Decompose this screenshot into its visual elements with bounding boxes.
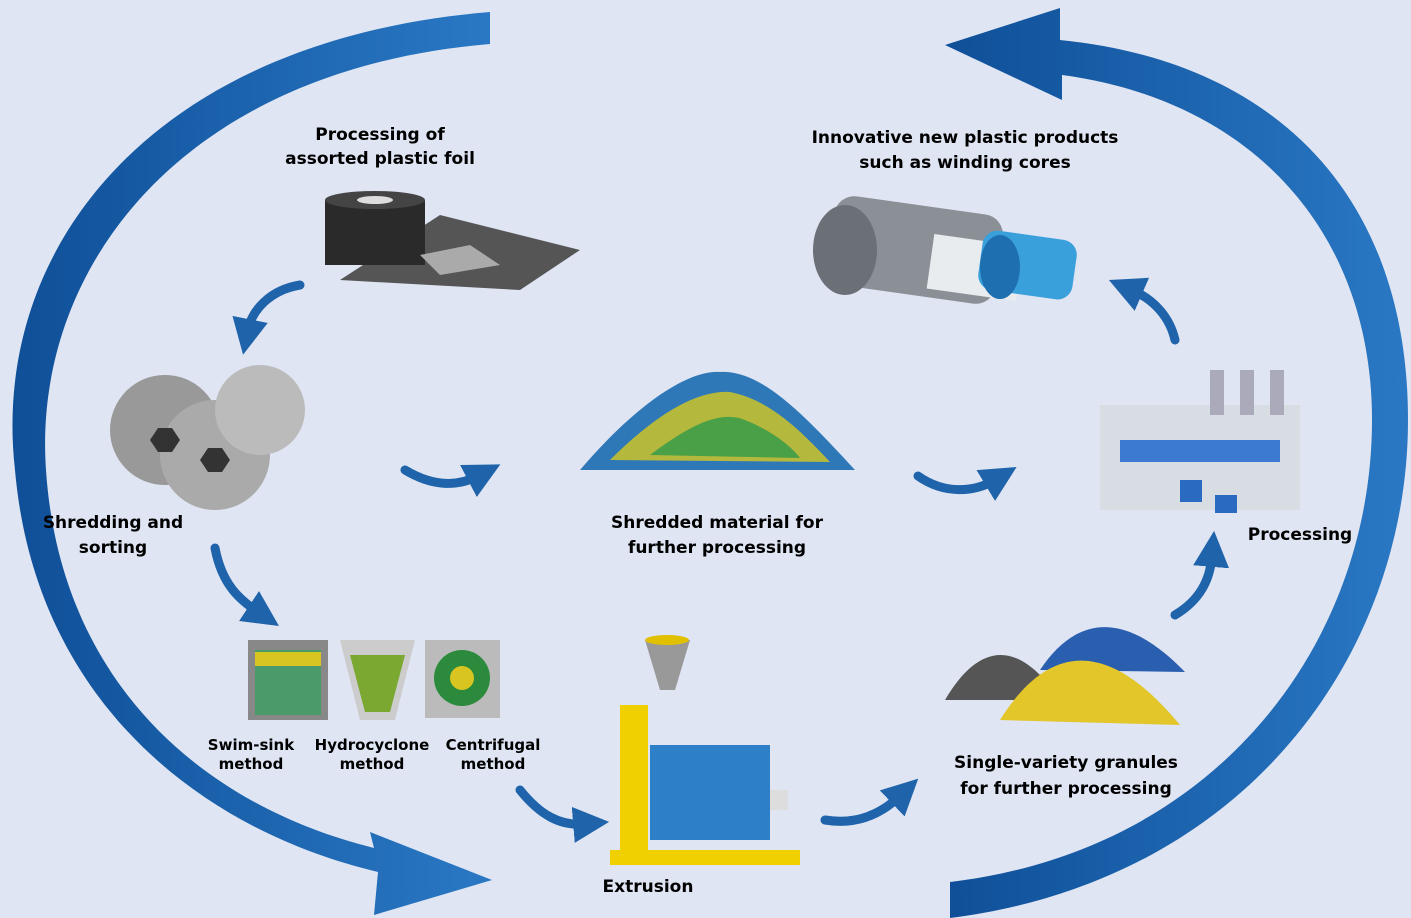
method-label: method	[340, 755, 405, 773]
method-label: Swim-sink	[208, 736, 295, 754]
method-label: method	[461, 755, 526, 773]
node-label: Single-variety granules	[954, 753, 1178, 773]
node-label: assorted plastic foil	[285, 149, 475, 169]
node-label: such as winding cores	[859, 153, 1070, 173]
granules-illustration	[945, 627, 1185, 725]
method-label: Hydrocyclone	[315, 736, 430, 754]
node-label: sorting	[79, 538, 147, 558]
pile-illustration	[580, 371, 855, 470]
node-label: further processing	[628, 538, 806, 558]
pipes-illustration	[813, 196, 1077, 304]
cycle-arrow-right	[945, 8, 1408, 918]
node-label: Processing of	[315, 125, 445, 145]
extruder-illustration	[610, 635, 800, 865]
node-label: Extrusion	[603, 877, 694, 897]
flow-arrows	[210, 277, 1230, 843]
foil-illustration	[325, 191, 580, 290]
shredder-illustration	[110, 365, 305, 510]
node-label: Processing	[1248, 525, 1352, 545]
method-label: method	[219, 755, 284, 773]
factory-illustration	[1100, 370, 1300, 513]
sorting-illustration	[248, 640, 500, 720]
method-label: Centrifugal	[446, 736, 541, 754]
node-label: Shredded material for	[611, 513, 824, 533]
node-label: Innovative new plastic products	[812, 128, 1119, 148]
node-label: for further processing	[960, 779, 1172, 799]
node-label: Shredding and	[43, 513, 183, 533]
